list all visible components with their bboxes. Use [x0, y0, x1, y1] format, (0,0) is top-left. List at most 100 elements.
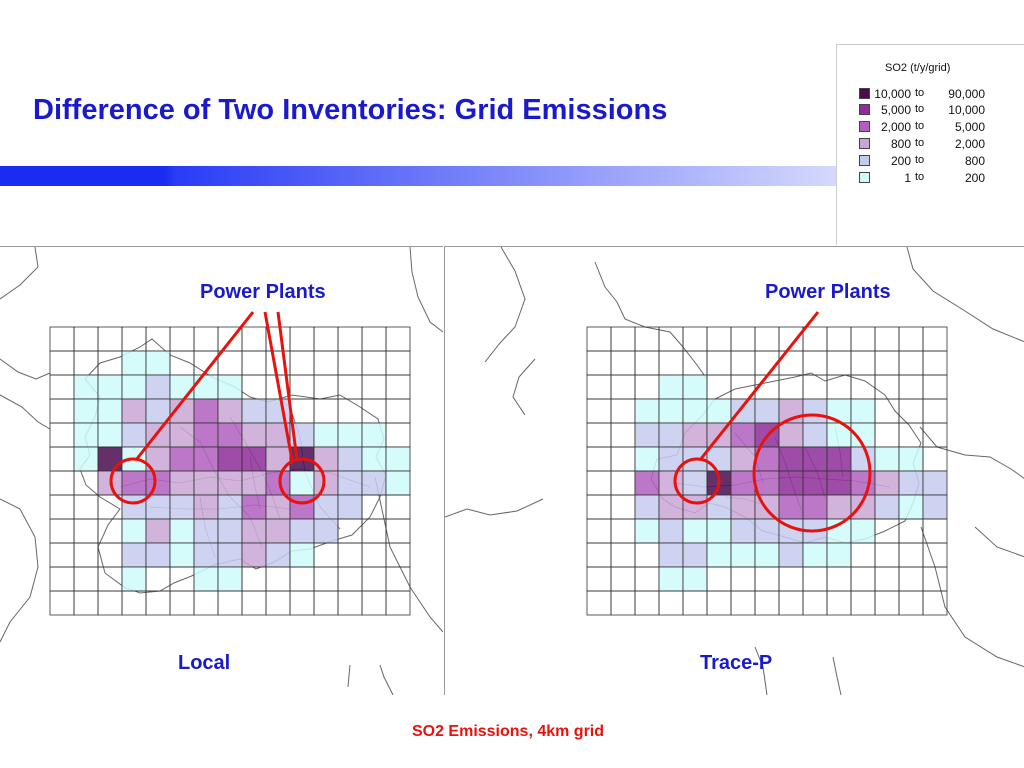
grid-cell	[706, 398, 732, 424]
grid-cell	[706, 494, 732, 520]
grid-cell	[682, 422, 708, 448]
legend-connector: to	[915, 120, 925, 132]
grid-cell	[121, 518, 147, 544]
grid-cell	[385, 350, 411, 376]
legend-low: 200	[890, 154, 911, 168]
legend-connector: to	[915, 137, 925, 149]
grid-cell	[313, 566, 339, 592]
grid-cell	[385, 326, 411, 352]
grid-cell	[754, 542, 780, 568]
legend-row: 10,000 to 90,000	[859, 87, 1019, 101]
grid-cell	[337, 350, 363, 376]
grid-cell	[610, 518, 636, 544]
grid-cell	[730, 422, 756, 448]
grid-cell	[634, 422, 660, 448]
grid-cell	[265, 518, 291, 544]
grid-cell	[634, 326, 660, 352]
grid-cell	[337, 590, 363, 616]
grid-cell	[850, 494, 876, 520]
grid-cell	[73, 590, 99, 616]
grid-cell	[730, 494, 756, 520]
grid-cell	[730, 350, 756, 376]
grid-cell	[874, 494, 900, 520]
grid-cell	[337, 470, 363, 496]
grid-cell	[730, 542, 756, 568]
legend-title: SO2 (t/y/grid)	[885, 62, 951, 74]
grid-cell	[217, 350, 243, 376]
grid-cell	[778, 542, 804, 568]
grid-cell	[898, 422, 924, 448]
grid-cell	[265, 566, 291, 592]
grid-cell	[121, 398, 147, 424]
grid-cell	[289, 590, 315, 616]
grid-cell	[850, 374, 876, 400]
grid-cell	[730, 566, 756, 592]
map-panel-trace-p	[444, 246, 1024, 695]
slide-caption: SO2 Emissions, 4km grid	[411, 723, 605, 740]
grid-cell	[586, 566, 612, 592]
grid-cell	[778, 446, 804, 472]
grid-cell	[241, 422, 267, 448]
grid-cell	[217, 590, 243, 616]
grid-cell	[313, 326, 339, 352]
grid-cell	[754, 446, 780, 472]
grid-cell	[385, 590, 411, 616]
grid-cell	[706, 518, 732, 544]
grid-cell	[49, 542, 75, 568]
grid-cell	[706, 470, 732, 496]
grid-cell	[922, 518, 948, 544]
grid-cell	[754, 470, 780, 496]
grid-cell	[850, 470, 876, 496]
grid-cell	[658, 542, 684, 568]
grid-cell	[898, 446, 924, 472]
grid-cell	[850, 326, 876, 352]
grid-cell	[169, 470, 195, 496]
grid-cell	[826, 446, 852, 472]
grid-cell	[217, 566, 243, 592]
grid-cell	[145, 374, 171, 400]
grid-cell	[682, 374, 708, 400]
grid-cell	[874, 518, 900, 544]
grid-cell	[874, 470, 900, 496]
grid-cell	[634, 590, 660, 616]
grid-cell	[874, 566, 900, 592]
grid-cell	[289, 398, 315, 424]
grid-cell	[730, 326, 756, 352]
grid-cell	[217, 374, 243, 400]
grid-cell	[313, 590, 339, 616]
grid-cell	[121, 446, 147, 472]
grid-cell	[778, 566, 804, 592]
grid-cell	[289, 518, 315, 544]
grid-cell	[706, 350, 732, 376]
grid-cell	[610, 326, 636, 352]
grid-cell	[337, 398, 363, 424]
grid-cell	[289, 446, 315, 472]
grid-cell	[826, 398, 852, 424]
grid-cell	[898, 590, 924, 616]
grid-cell	[778, 398, 804, 424]
grid-cell	[826, 518, 852, 544]
grid-cell	[778, 470, 804, 496]
grid-cell	[361, 542, 387, 568]
map-name-trace-p: Trace-P	[700, 652, 773, 674]
grid-cell	[610, 374, 636, 400]
grid-cell	[313, 374, 339, 400]
grid-cell	[610, 350, 636, 376]
grid-cell	[73, 566, 99, 592]
grid-cell	[850, 422, 876, 448]
grid-cell	[898, 566, 924, 592]
grid-cell	[265, 422, 291, 448]
grid-cell	[658, 590, 684, 616]
grid-cell	[97, 494, 123, 520]
grid-cell	[193, 374, 219, 400]
grid-cell	[193, 398, 219, 424]
grid-cell	[826, 326, 852, 352]
legend-swatch	[859, 138, 870, 149]
grid-cell	[706, 374, 732, 400]
grid-cell	[337, 518, 363, 544]
grid-cell	[361, 590, 387, 616]
grid-cell	[874, 326, 900, 352]
grid-cell	[754, 494, 780, 520]
grid-cell	[874, 374, 900, 400]
grid-cell	[922, 470, 948, 496]
